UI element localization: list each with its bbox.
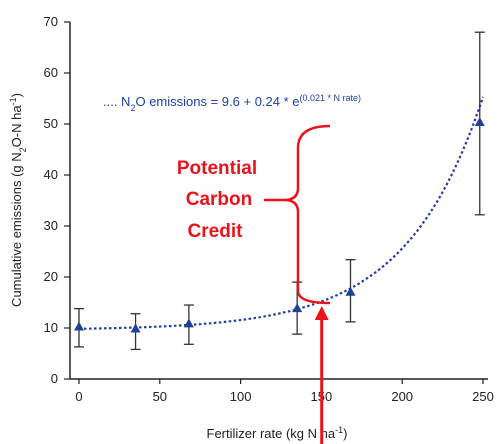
y-tick-label: 70 xyxy=(44,14,58,29)
y-tick-label: 40 xyxy=(44,167,58,182)
x-axis-label: Fertilizer rate (kg N ha-1) xyxy=(207,425,348,441)
y-tick-label: 10 xyxy=(44,320,58,335)
y-tick-label: 20 xyxy=(44,269,58,284)
x-ticks: 050100150200250 xyxy=(75,379,494,404)
y-ticks: 0 10 20 30 40 50 60 70 xyxy=(44,14,70,386)
credit-label-line-2: Carbon xyxy=(186,189,253,210)
credit-label-line-1: Potential xyxy=(177,158,257,179)
x-tick-label: 200 xyxy=(391,389,413,404)
y-tick-label: 30 xyxy=(44,218,58,233)
data-markers xyxy=(74,116,485,333)
fit-curve xyxy=(79,96,485,330)
y-axis-label: Cumulative emissions (g N2O-N ha-1) xyxy=(8,93,28,307)
x-tick-label: 0 xyxy=(75,389,82,404)
arrow-head xyxy=(314,306,329,320)
data-point xyxy=(345,286,356,296)
fit-equation: .... N2O emissions = 9.6 + 0.24 * e(0.02… xyxy=(103,93,361,113)
y-tick-label: 0 xyxy=(51,371,58,386)
data-point xyxy=(474,116,485,126)
data-point xyxy=(130,323,141,333)
y-tick-label: 60 xyxy=(44,65,58,80)
y-tick-label: 50 xyxy=(44,116,58,131)
error-bars xyxy=(74,31,485,351)
credit-label-line-3: Credit xyxy=(188,221,244,242)
carbon-credit-annotation: Potential Carbon Credit xyxy=(177,124,331,444)
x-tick-label: 50 xyxy=(153,389,167,404)
data-point xyxy=(183,318,194,328)
x-tick-label: 250 xyxy=(472,389,494,404)
data-point xyxy=(74,321,84,331)
curly-bracket xyxy=(264,124,331,305)
x-tick-label: 100 xyxy=(230,389,252,404)
data-point xyxy=(292,303,303,313)
